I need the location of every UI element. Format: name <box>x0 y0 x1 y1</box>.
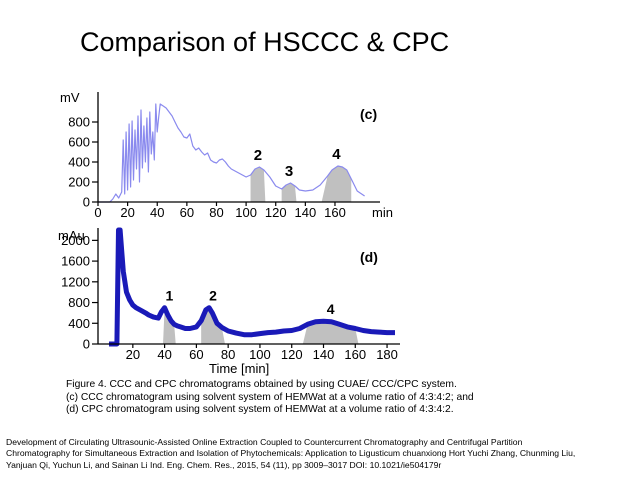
y-tick-label: 800 <box>68 295 90 310</box>
fraction-label: 4 <box>332 146 341 163</box>
x-tick-label: 80 <box>221 347 235 362</box>
y-tick-label: 1200 <box>61 274 90 289</box>
x-tick-label: 60 <box>180 205 194 220</box>
x-tick-label: 120 <box>281 347 303 362</box>
reference-line: Chromatography for Simultaneous Extracti… <box>6 448 576 459</box>
y-tick-label: 2000 <box>61 233 90 248</box>
slide-title: Comparison of HSCCC & CPC <box>80 27 450 57</box>
x-tick-label: 160 <box>344 347 366 362</box>
caption-line: Figure 4. CCC and CPC chromatograms obta… <box>66 379 457 390</box>
y-tick-label: 600 <box>68 135 90 150</box>
x-tick-label: 140 <box>294 205 316 220</box>
x-tick-label: 20 <box>120 205 134 220</box>
cpc-y-unit-label: mAu <box>58 228 85 243</box>
ccc-x-unit-label: min <box>372 205 393 220</box>
fraction-label: 3 <box>285 163 293 180</box>
ccc-y-unit-label: mV <box>60 90 80 105</box>
fraction-label: 2 <box>254 147 262 164</box>
fraction-label: 1 <box>165 288 173 304</box>
caption-line: (c) CCC chromatogram using solvent syste… <box>66 391 474 403</box>
ccc-chromatogram-line <box>98 103 365 203</box>
fraction-region <box>321 166 352 202</box>
chart-cpc: 1 2 4 0 400 800 1200 1600 2000 20 40 60 80 100 120 14… <box>58 227 400 376</box>
x-tick-label: 140 <box>313 347 335 362</box>
y-tick-label: 800 <box>68 115 90 130</box>
x-tick-label: 40 <box>150 205 164 220</box>
cpc-chromatogram-line <box>109 227 395 347</box>
y-tick-label: 400 <box>68 316 90 331</box>
x-tick-label: 120 <box>265 205 287 220</box>
cpc-x-axis-title: Time [min] <box>209 361 269 376</box>
y-tick-label: 0 <box>83 337 90 352</box>
x-tick-label: 40 <box>157 347 171 362</box>
x-tick-label: 100 <box>249 347 271 362</box>
reference-line: Yanjuan Qi, Yuchun Li, and Sainan Li Ind… <box>6 459 442 470</box>
fraction-label: 4 <box>327 301 335 317</box>
y-tick-label: 1600 <box>61 254 90 269</box>
fraction-region <box>250 167 266 202</box>
x-tick-label: 20 <box>126 347 140 362</box>
x-tick-label: 80 <box>209 205 223 220</box>
y-tick-label: 200 <box>68 175 90 190</box>
x-tick-label: 0 <box>94 205 101 220</box>
fraction-label: 2 <box>209 288 217 304</box>
y-tick-label: 400 <box>68 155 90 170</box>
fraction-region <box>201 307 225 344</box>
x-tick-label: 180 <box>376 347 398 362</box>
x-tick-label: 160 <box>324 205 346 220</box>
x-tick-label: 60 <box>189 347 203 362</box>
x-tick-label: 100 <box>235 205 257 220</box>
fraction-region <box>281 183 297 202</box>
y-tick-label: 0 <box>83 195 90 210</box>
reference-citation: Development of Circulating Ultrasounic-A… <box>6 437 636 471</box>
cpc-panel-label: (d) <box>360 249 378 265</box>
ccc-panel-label: (c) <box>360 106 377 122</box>
figure-caption: Figure 4. CCC and CPC chromatograms obta… <box>66 379 474 417</box>
caption-line: (d) CPC chromatogram using solvent syste… <box>66 404 454 416</box>
reference-line: Development of Circulating Ultrasounic-A… <box>6 437 523 447</box>
